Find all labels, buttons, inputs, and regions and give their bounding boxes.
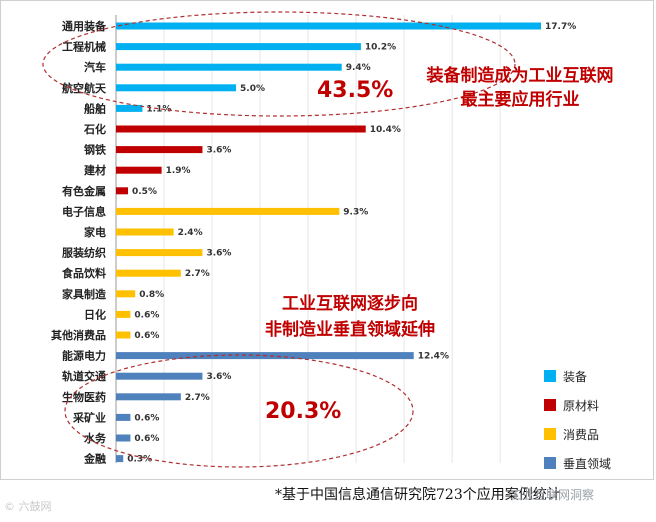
category-label: 能源电力 bbox=[62, 349, 106, 363]
value-label: 0.6% bbox=[134, 331, 159, 341]
value-label: 3.6% bbox=[206, 249, 231, 259]
annotation-ellipse bbox=[64, 354, 414, 468]
category-label: 其他消费品 bbox=[51, 328, 106, 342]
value-label: 10.4% bbox=[370, 125, 401, 135]
watermark-right: 工业互联网洞察 bbox=[510, 488, 595, 502]
value-label: 1.1% bbox=[146, 104, 171, 114]
value-label: 0.6% bbox=[134, 413, 159, 423]
category-label: 食品饮料 bbox=[62, 266, 106, 280]
legend-swatch bbox=[544, 457, 556, 469]
annotations: 43.5% 装备制造成为工业互联网最主要应用行业工业互联网逐步向非制造业垂直领域延… bbox=[42, 11, 614, 468]
annotation-percent: 43.5% bbox=[317, 78, 393, 103]
category-label: 金融 bbox=[83, 452, 106, 466]
legend-label: 装备 bbox=[563, 370, 587, 384]
value-label: 0.6% bbox=[134, 434, 159, 444]
value-label: 2.4% bbox=[178, 228, 203, 238]
bar bbox=[116, 187, 129, 195]
bar bbox=[116, 290, 136, 298]
chart-frame: 通用装备工程机械汽车航空航天船舶石化钢铁建材有色金属电子信息家电服装纺织食品饮料… bbox=[0, 0, 654, 480]
value-label: 0.3% bbox=[127, 455, 152, 465]
annotation-percent: 20.3% bbox=[265, 399, 341, 424]
value-label: 0.8% bbox=[139, 290, 164, 300]
value-labels: 17.7% 10.2% 9.4% 5.0% 1.1% 10.4% 3.6% 1.9% 0.5% 9… bbox=[127, 22, 576, 465]
value-label: 9.3% bbox=[343, 207, 368, 217]
category-label: 家具制造 bbox=[62, 287, 107, 301]
value-label: 9.4% bbox=[346, 63, 371, 73]
bar bbox=[116, 310, 131, 318]
category-label: 轨道交通 bbox=[62, 369, 106, 383]
bar bbox=[116, 434, 131, 442]
footnote: *基于中国信息通信研究院723个应用案例统计 bbox=[275, 487, 561, 503]
value-label: 10.2% bbox=[365, 43, 396, 53]
value-label: 0.5% bbox=[132, 187, 157, 197]
bar bbox=[116, 63, 342, 71]
legend-label: 消费品 bbox=[563, 428, 599, 442]
bar bbox=[116, 207, 340, 215]
category-label: 电子信息 bbox=[62, 204, 106, 218]
bar bbox=[116, 166, 162, 174]
value-label: 5.0% bbox=[240, 84, 265, 94]
legend-swatch bbox=[544, 428, 556, 440]
category-label: 汽车 bbox=[84, 60, 106, 74]
value-label: 0.6% bbox=[134, 310, 159, 320]
value-label: 12.4% bbox=[418, 352, 449, 362]
category-label: 水务 bbox=[84, 431, 107, 445]
bar bbox=[116, 43, 361, 51]
bar bbox=[116, 372, 203, 380]
value-label: 17.7% bbox=[545, 22, 576, 32]
category-labels: 通用装备工程机械汽车航空航天船舶石化钢铁建材有色金属电子信息家电服装纺织食品饮料… bbox=[51, 19, 107, 466]
legend-swatch bbox=[544, 399, 556, 411]
bar bbox=[116, 228, 174, 236]
category-label: 钢铁 bbox=[84, 143, 106, 157]
legend-label: 原材料 bbox=[563, 399, 599, 413]
bar bbox=[116, 393, 181, 401]
bar bbox=[116, 413, 131, 421]
category-label: 家电 bbox=[84, 225, 106, 239]
bar bbox=[116, 22, 541, 30]
bar bbox=[116, 331, 131, 339]
bar bbox=[116, 125, 366, 133]
watermark-left: © 六鼓网 bbox=[4, 500, 52, 513]
bar-chart: 通用装备工程机械汽车航空航天船舶石化钢铁建材有色金属电子信息家电服装纺织食品饮料… bbox=[42, 11, 614, 471]
annotation-text: 工业互联网逐步向 bbox=[282, 293, 418, 314]
category-label: 航空航天 bbox=[62, 81, 107, 95]
value-label: 1.9% bbox=[166, 166, 191, 176]
bar bbox=[116, 84, 237, 92]
value-label: 3.6% bbox=[206, 146, 231, 156]
category-label: 通用装备 bbox=[62, 19, 107, 33]
category-label: 采矿业 bbox=[72, 410, 106, 424]
category-label: 有色金属 bbox=[62, 184, 106, 198]
bar bbox=[116, 146, 203, 154]
legend-label: 垂直领域 bbox=[563, 457, 611, 471]
value-label: 2.7% bbox=[185, 269, 210, 279]
category-label: 石化 bbox=[83, 122, 106, 136]
legend-swatch bbox=[544, 370, 556, 382]
bar bbox=[116, 455, 124, 463]
category-label: 建材 bbox=[84, 163, 106, 177]
annotation-text: 最主要应用行业 bbox=[461, 89, 580, 110]
category-label: 船舶 bbox=[84, 101, 106, 115]
bar bbox=[116, 269, 181, 277]
value-label: 3.6% bbox=[206, 372, 231, 382]
category-label: 工程机械 bbox=[62, 40, 106, 54]
value-label: 2.7% bbox=[185, 393, 210, 403]
bar bbox=[116, 249, 203, 257]
annotation-text: 非制造业垂直领域延伸 bbox=[265, 319, 435, 340]
category-label: 生物医药 bbox=[62, 390, 106, 404]
annotation-ellipse bbox=[42, 11, 516, 117]
category-label: 日化 bbox=[84, 307, 106, 321]
category-label: 服装纺织 bbox=[62, 246, 106, 260]
annotation-text: 装备制造成为工业互联网 bbox=[426, 65, 614, 86]
bar bbox=[116, 104, 143, 112]
